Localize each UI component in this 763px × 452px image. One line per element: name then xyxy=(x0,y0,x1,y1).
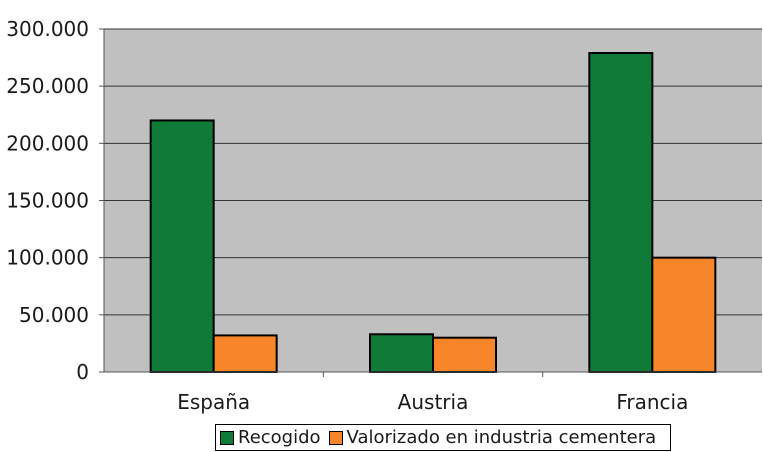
y-tick-label: 100.000 xyxy=(6,246,89,270)
bar-recogido-0 xyxy=(149,119,215,374)
y-tick-label: 300.000 xyxy=(6,17,89,41)
bars xyxy=(149,52,717,374)
legend-label-valorizado: Valorizado en industria cementera xyxy=(346,427,657,448)
legend-label-recogido: Recogido xyxy=(238,427,321,448)
x-category-labels: España Austria Francia xyxy=(177,372,688,414)
legend-item-valorizado: Valorizado en industria cementera xyxy=(328,427,657,448)
y-tick-labels: 0 50.000 100.000 150.000 200.000 250.000 300.0… xyxy=(6,17,104,384)
y-tick-label: 0 xyxy=(76,360,89,384)
legend-item-recogido: Recogido xyxy=(220,427,321,448)
y-tick-label: 200.000 xyxy=(6,131,89,155)
x-category-label: España xyxy=(177,390,250,414)
bar-valorizado-1 xyxy=(432,336,497,374)
x-category-label: Francia xyxy=(616,390,688,414)
legend-swatch-recogido xyxy=(220,430,234,445)
y-tick-label: 250.000 xyxy=(6,74,89,98)
x-category-label: Austria xyxy=(398,390,469,414)
legend-swatch-valorizado xyxy=(328,430,343,445)
y-tick-label: 150.000 xyxy=(6,189,89,213)
y-tick-label: 50.000 xyxy=(19,303,89,327)
bar-recogido-1 xyxy=(369,333,434,373)
bar-valorizado-0 xyxy=(212,334,278,373)
legend: Recogido Valorizado en industria cemente… xyxy=(215,424,672,451)
bar-recogido-2 xyxy=(588,52,654,373)
bar-valorizado-2 xyxy=(651,256,717,373)
